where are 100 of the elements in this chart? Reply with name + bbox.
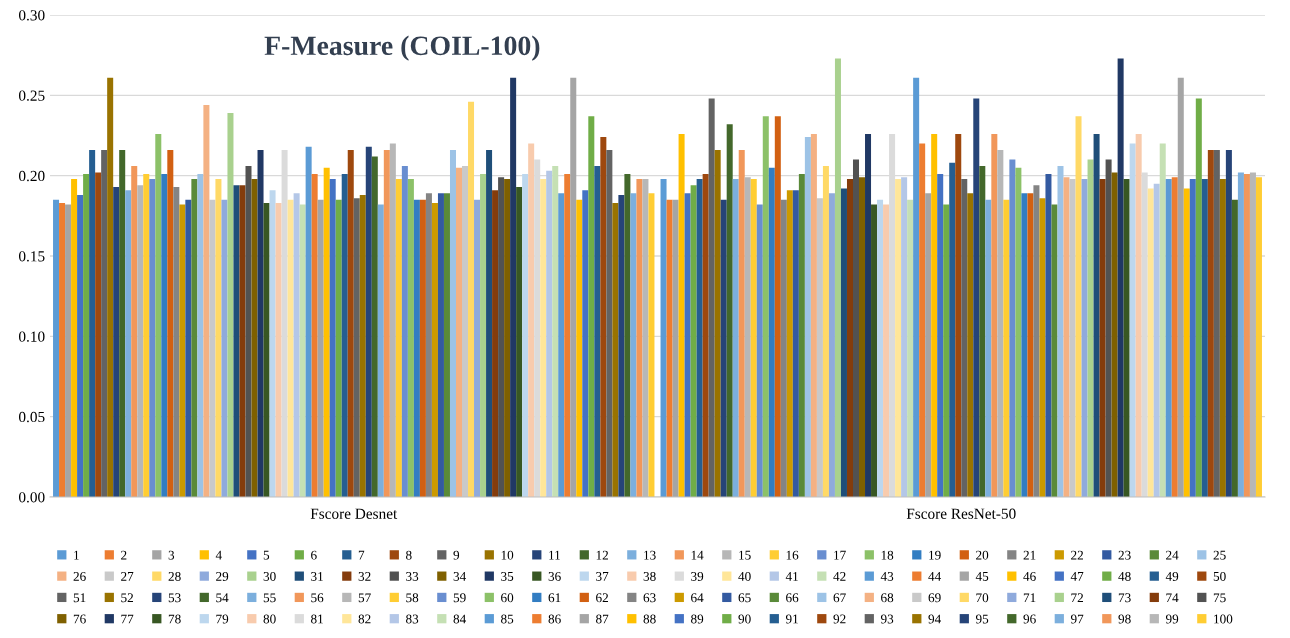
bar xyxy=(612,202,619,497)
legend-label: 15 xyxy=(739,550,751,560)
bar xyxy=(913,77,920,497)
legend-label: 65 xyxy=(738,593,751,603)
legend-label: 42 xyxy=(833,572,846,581)
legend-label: 63 xyxy=(643,593,656,603)
bar xyxy=(546,170,553,497)
legend-label: 56 xyxy=(311,593,324,603)
legend-label: 21 xyxy=(1023,550,1036,560)
bar xyxy=(967,193,974,497)
legend-label: 17 xyxy=(834,550,846,560)
bar xyxy=(690,185,697,497)
legend-label: 66 xyxy=(786,593,799,603)
bar xyxy=(419,199,426,497)
bar xyxy=(287,199,294,497)
legend-label: 58 xyxy=(406,593,419,603)
legend-label: 50 xyxy=(1213,571,1226,581)
legend-label: 3 xyxy=(168,550,175,560)
legend-label: 85 xyxy=(501,614,514,624)
legend-label: 28 xyxy=(168,571,181,581)
bar xyxy=(492,190,499,497)
legend-label: 34 xyxy=(453,572,467,581)
bar xyxy=(552,166,559,497)
bar xyxy=(275,202,282,497)
bar xyxy=(1219,178,1226,497)
bar xyxy=(1099,178,1106,497)
bar xyxy=(185,199,192,497)
bar xyxy=(973,98,980,497)
bar xyxy=(1243,174,1250,497)
bar xyxy=(720,199,727,497)
y-tick-label: 0.25 xyxy=(18,90,45,101)
legend-label: 35 xyxy=(501,572,514,581)
bar xyxy=(774,116,781,497)
bar xyxy=(65,204,72,497)
legend-label: 46 xyxy=(1023,572,1036,581)
legend-label: 73 xyxy=(1118,593,1131,603)
legend-label: 62 xyxy=(596,593,608,603)
bar xyxy=(804,137,811,497)
bar xyxy=(810,133,817,497)
bar xyxy=(600,137,607,497)
legend-label: 69 xyxy=(928,593,941,603)
legend-label: 60 xyxy=(501,593,514,603)
legend-label: 96 xyxy=(1023,614,1036,624)
legend-label: 14 xyxy=(691,550,704,560)
bar xyxy=(239,185,246,497)
bar xyxy=(377,204,384,497)
bar xyxy=(443,193,450,497)
legend-label: 30 xyxy=(263,571,276,581)
bar xyxy=(89,149,96,497)
bar xyxy=(756,204,763,497)
bar xyxy=(197,174,204,497)
bar xyxy=(480,174,487,497)
bar xyxy=(395,178,402,497)
bar xyxy=(1129,143,1136,497)
bar xyxy=(636,178,643,497)
bar xyxy=(991,133,998,497)
x-tick-label: Fscore ResNet-50 xyxy=(906,508,1016,519)
legend-label: 10 xyxy=(501,550,514,560)
legend-label: 53 xyxy=(168,593,181,603)
legend-label: 51 xyxy=(73,593,86,603)
bar xyxy=(53,199,60,497)
bar xyxy=(1039,198,1046,497)
legend-label: 97 xyxy=(1070,614,1084,624)
bar xyxy=(846,178,853,497)
bar xyxy=(1213,149,1220,497)
legend-label: 87 xyxy=(596,614,609,624)
legend-label: 37 xyxy=(596,572,609,581)
bar xyxy=(353,198,360,497)
legend-label: 88 xyxy=(643,614,656,624)
legend-label: 54 xyxy=(216,593,229,603)
legend-label: 11 xyxy=(549,550,560,560)
bar xyxy=(822,166,829,497)
bar xyxy=(149,178,156,497)
legend-label: 91 xyxy=(785,614,798,624)
bar xyxy=(131,166,138,497)
bar xyxy=(919,143,926,497)
legend-label: 43 xyxy=(880,572,894,581)
bar xyxy=(293,193,300,497)
bar xyxy=(474,199,481,497)
legend-label: 41 xyxy=(785,572,798,581)
bar xyxy=(540,178,547,497)
legend-label: 23 xyxy=(1118,550,1131,560)
bar xyxy=(269,190,276,497)
bar xyxy=(1237,172,1244,497)
bar xyxy=(365,146,372,497)
bar xyxy=(943,204,950,497)
legend-label: 80 xyxy=(263,614,276,624)
bar xyxy=(1027,193,1034,497)
bar xyxy=(125,190,132,497)
legend-label: 5 xyxy=(263,550,270,560)
bar xyxy=(101,149,108,497)
bar xyxy=(1231,199,1238,497)
bar xyxy=(1159,143,1166,497)
legend-label: 70 xyxy=(976,593,989,603)
legend-label: 82 xyxy=(358,614,371,624)
bar xyxy=(949,162,956,497)
bar xyxy=(1201,178,1208,497)
legend-label: 6 xyxy=(311,550,317,560)
bar xyxy=(191,178,198,497)
bar xyxy=(907,199,914,497)
